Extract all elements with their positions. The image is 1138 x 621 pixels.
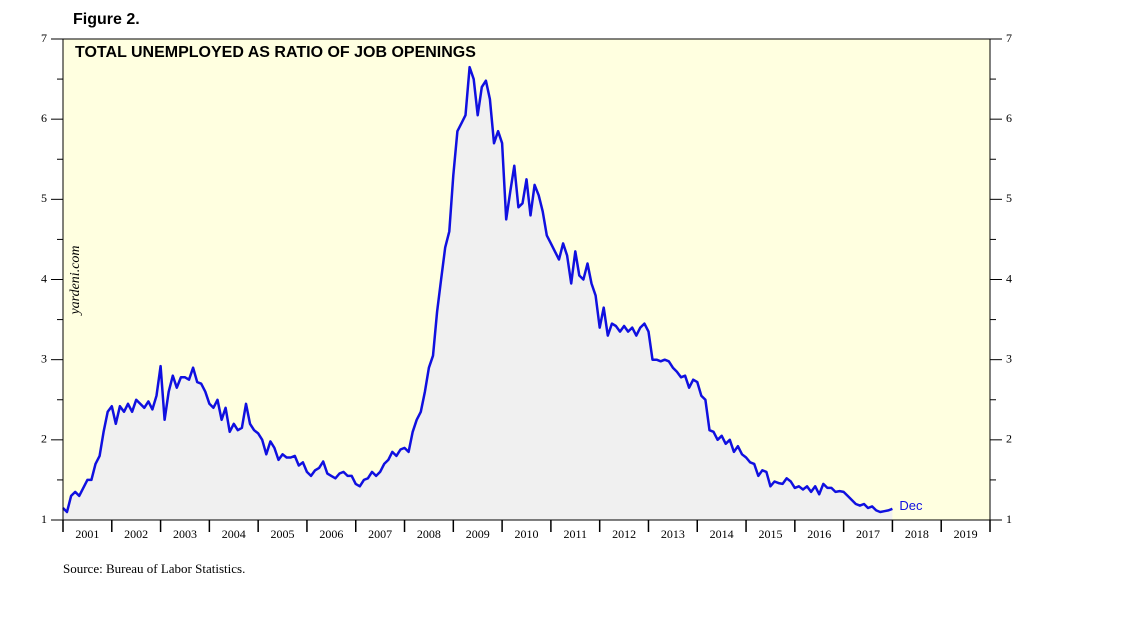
x-tick-label: 2016: [807, 527, 831, 541]
x-tick-label: 2005: [271, 527, 295, 541]
y2-tick-label: 6: [1006, 111, 1012, 125]
x-tick-label: 2014: [710, 527, 734, 541]
y-tick-label: 5: [41, 191, 47, 205]
x-tick-label: 2012: [612, 527, 636, 541]
y-tick-label: 4: [41, 271, 47, 285]
annotation: Dec: [899, 498, 923, 513]
watermark: yardeni.com: [68, 245, 83, 316]
area: [63, 67, 893, 520]
y-tick-label: 1: [41, 512, 47, 526]
source: Source: Bureau of Labor Statistics.: [63, 561, 245, 576]
y2-tick-label: 7: [1006, 31, 1012, 45]
x-tick-label: 2013: [661, 527, 685, 541]
x-tick-label: 2010: [515, 527, 539, 541]
x-tick-label: 2015: [758, 527, 782, 541]
y2-tick-label: 3: [1006, 351, 1012, 365]
x-tick-label: 2017: [856, 527, 880, 541]
chart-title: TOTAL UNEMPLOYED AS RATIO OF JOB OPENING…: [75, 44, 476, 61]
y2-tick-label: 5: [1006, 191, 1012, 205]
y-tick-label: 2: [41, 432, 47, 446]
x-tick-label: 2011: [564, 527, 588, 541]
line: [62, 65, 893, 514]
y2-tick-label: 2: [1006, 432, 1012, 446]
y-tick-label: 6: [41, 111, 47, 125]
x-tick-label: 2001: [75, 527, 99, 541]
x-tick-label: 2009: [466, 527, 490, 541]
figure-label: Figure 2.: [73, 11, 140, 28]
y2-tick-label: 1: [1006, 512, 1012, 526]
x-tick-label: 2007: [368, 527, 392, 541]
x-tick-label: 2004: [222, 527, 246, 541]
x-tick-label: 2003: [173, 527, 197, 541]
y-tick-label: 3: [41, 351, 47, 365]
x-tick-label: 2008: [417, 527, 441, 541]
x-tick-label: 2002: [124, 527, 148, 541]
y2-tick-label: 4: [1006, 271, 1012, 285]
y-tick-label: 7: [41, 31, 47, 45]
x-tick-label: 2019: [954, 527, 978, 541]
x-tick-label: 2018: [905, 527, 929, 541]
x-tick-label: 2006: [319, 527, 343, 541]
